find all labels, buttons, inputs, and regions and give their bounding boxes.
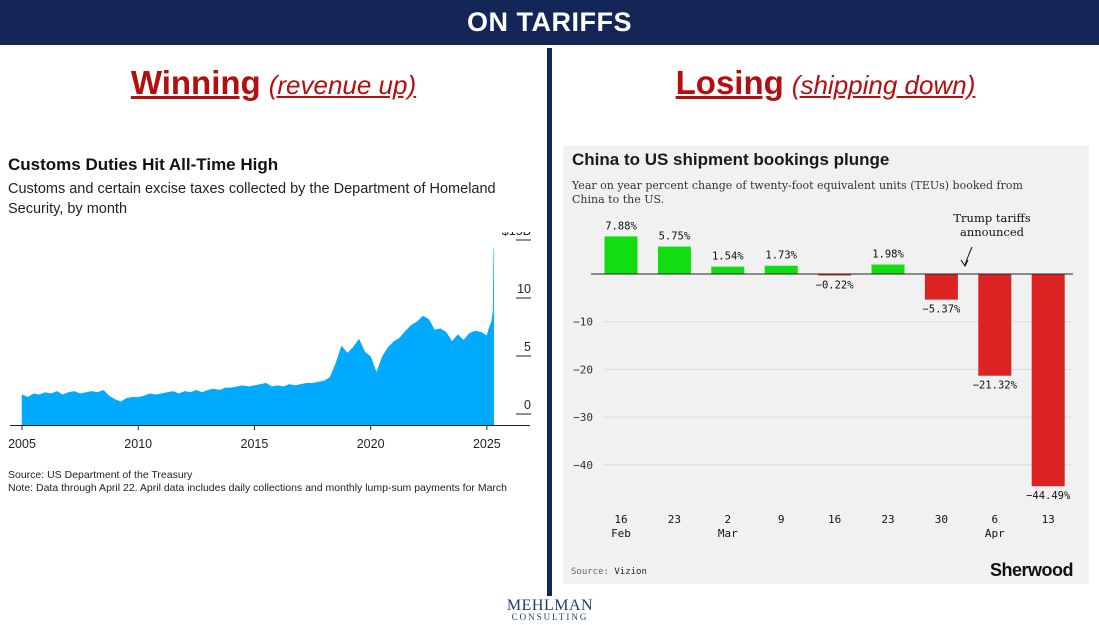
customs-duties-chart: 2005 2010 2015 2020 2025 $15B 10 5 0 xyxy=(8,232,531,451)
bar-value-label: 1.54% xyxy=(712,251,744,263)
x-tick-label: 16 xyxy=(614,513,627,526)
bar xyxy=(871,264,905,274)
y-tick-label: −30 xyxy=(573,411,593,424)
bar xyxy=(818,274,852,276)
x-tick-label: 2010 xyxy=(124,437,152,451)
bar-value-label: −21.32% xyxy=(973,380,1018,392)
x-tick-label: 9 xyxy=(778,513,785,526)
y-tick-label: −20 xyxy=(573,363,593,376)
left-heading-sub: (revenue up) xyxy=(268,70,417,100)
right-heading-sub: (shipping down) xyxy=(791,70,976,100)
y-tick-label: $15B xyxy=(502,232,531,238)
logo-main-text: MEHLMAN xyxy=(506,597,594,614)
bar xyxy=(711,266,745,274)
bar xyxy=(764,265,798,274)
bar xyxy=(924,274,958,300)
source-name: Vizion xyxy=(614,567,647,577)
logo-sub-text: CONSULTING xyxy=(511,612,589,622)
x-tick-label: 13 xyxy=(1042,513,1055,526)
right-chart-source: Source: Vizion xyxy=(571,567,647,577)
bar xyxy=(657,246,691,274)
x-tick-label: 6 xyxy=(991,513,998,526)
source-label: Source: xyxy=(571,567,609,577)
left-chart-title: Customs Duties Hit All-Time High xyxy=(8,155,279,174)
x-tick-label: 16 xyxy=(828,513,841,526)
bar-value-label: 1.98% xyxy=(872,249,904,261)
center-divider xyxy=(547,48,552,596)
bar-value-label: −44.49% xyxy=(1026,490,1071,502)
x-month-label: Mar xyxy=(718,527,738,540)
shipment-bookings-chart: −10−20−30−407.88%16Feb5.75%231.54%2Mar1.… xyxy=(573,211,1073,540)
annotation-line-1: Trump tariffs xyxy=(953,211,1030,225)
x-tick-label: 2 xyxy=(724,513,731,526)
bar xyxy=(1031,274,1065,487)
y-tick-label: 5 xyxy=(524,340,531,354)
right-chart-panel: −10 −20 −30 −40 7.88% 16 Feb 5.75% 23 1.54% 2 Mar 1.… xyxy=(563,146,1089,584)
bar-value-label: −0.22% xyxy=(816,280,855,292)
left-heading: Winning (revenue up) xyxy=(0,64,547,104)
bar-value-label: 1.73% xyxy=(765,250,797,262)
mehlman-logo: MEHLMAN CONSULTING xyxy=(490,597,610,622)
customs-duties-area xyxy=(21,248,495,426)
left-chart-subtitle: Customs and certain excise taxes collect… xyxy=(8,181,496,217)
y-tick-label: −10 xyxy=(573,316,593,329)
annotation-arrow-head xyxy=(960,259,969,267)
left-chart-source: Source: US Department of the Treasury No… xyxy=(8,469,533,494)
sherwood-logo: Sherwood xyxy=(989,560,1074,580)
x-month-label: Feb xyxy=(611,527,631,540)
x-tick-label: 23 xyxy=(881,513,894,526)
y-tick-label: 0 xyxy=(524,398,531,412)
x-tick-label: 30 xyxy=(935,513,948,526)
x-tick-label: 2020 xyxy=(357,437,385,451)
x-tick-label: 2015 xyxy=(241,437,269,451)
y-tick-label: −40 xyxy=(573,459,593,472)
x-tick-label: 2025 xyxy=(473,437,501,451)
annotation-arrow-line xyxy=(964,246,973,266)
y-tick-label: 10 xyxy=(517,282,531,296)
right-chart-subtitle: Year on year percent change of twenty-fo… xyxy=(572,179,1023,206)
x-tick-label: 2005 xyxy=(8,437,36,451)
left-heading-main: Winning xyxy=(130,64,261,101)
x-tick-label: 23 xyxy=(668,513,681,526)
right-heading: Losing (shipping down) xyxy=(552,64,1099,104)
bar-value-label: 7.88% xyxy=(605,220,637,232)
bar-value-label: 5.75% xyxy=(659,231,691,243)
bar-value-label: −5.37% xyxy=(922,304,961,316)
right-heading-main: Losing xyxy=(675,64,784,101)
bar xyxy=(604,236,638,274)
right-chart-title: China to US shipment bookings plunge xyxy=(572,150,890,169)
annotation-line-2: announced xyxy=(960,225,1025,239)
bar xyxy=(978,274,1012,376)
banner-title: ON TARIFFS xyxy=(0,0,1099,45)
left-source-text: Source: US Department of the Treasury xyxy=(8,469,193,481)
left-note-text: Note: Data through April 22. April data … xyxy=(8,481,507,494)
x-month-label: Apr xyxy=(985,527,1005,540)
